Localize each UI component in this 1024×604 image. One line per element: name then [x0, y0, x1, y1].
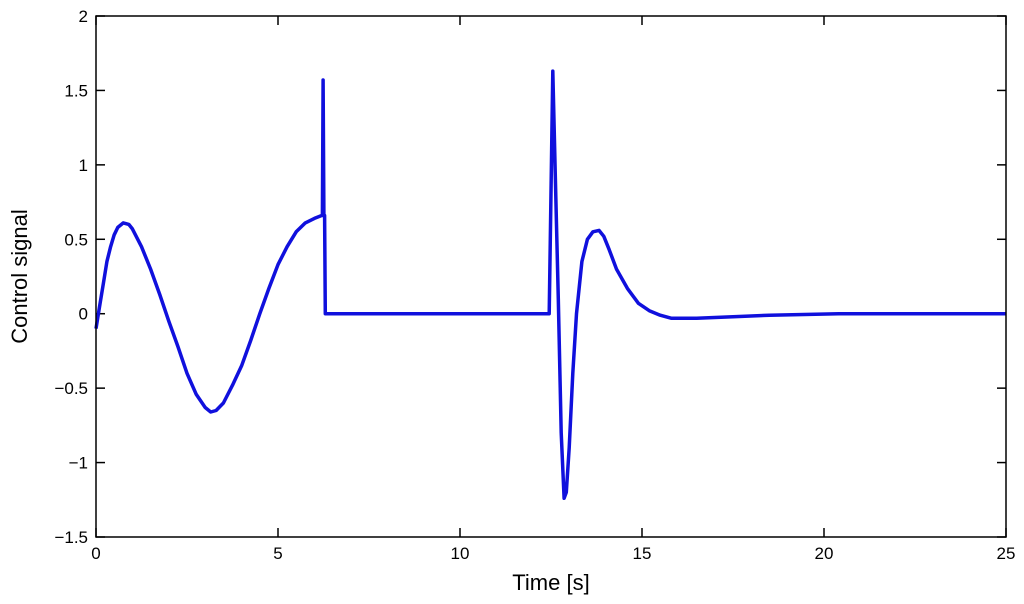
plot-frame: [95, 15, 1007, 538]
y-tick-label: 2: [79, 7, 88, 26]
x-tick-label: 10: [451, 544, 470, 563]
x-tick-label: 5: [273, 544, 282, 563]
y-tick-label: 0: [79, 305, 88, 324]
x-axis-label: Time [s]: [512, 570, 589, 595]
y-tick-label: −1.5: [54, 528, 88, 547]
x-tick-label: 25: [997, 544, 1016, 563]
x-tick-label: 0: [91, 544, 100, 563]
y-axis-label: Control signal: [7, 209, 32, 344]
x-tick-label: 20: [815, 544, 834, 563]
y-tick-label: 1: [79, 156, 88, 175]
x-tick-label: 15: [633, 544, 652, 563]
y-tick-label: 1.5: [64, 81, 88, 100]
y-tick-label: −1: [69, 454, 88, 473]
y-tick-label: −0.5: [54, 379, 88, 398]
y-tick-label: 0.5: [64, 230, 88, 249]
series-line-control-signal: [94, 69, 1006, 501]
tick-labels: 0 5 10 15 20 25 −1.5 −1 −0.5 0 0.5 1 1.5 2: [54, 7, 1015, 563]
